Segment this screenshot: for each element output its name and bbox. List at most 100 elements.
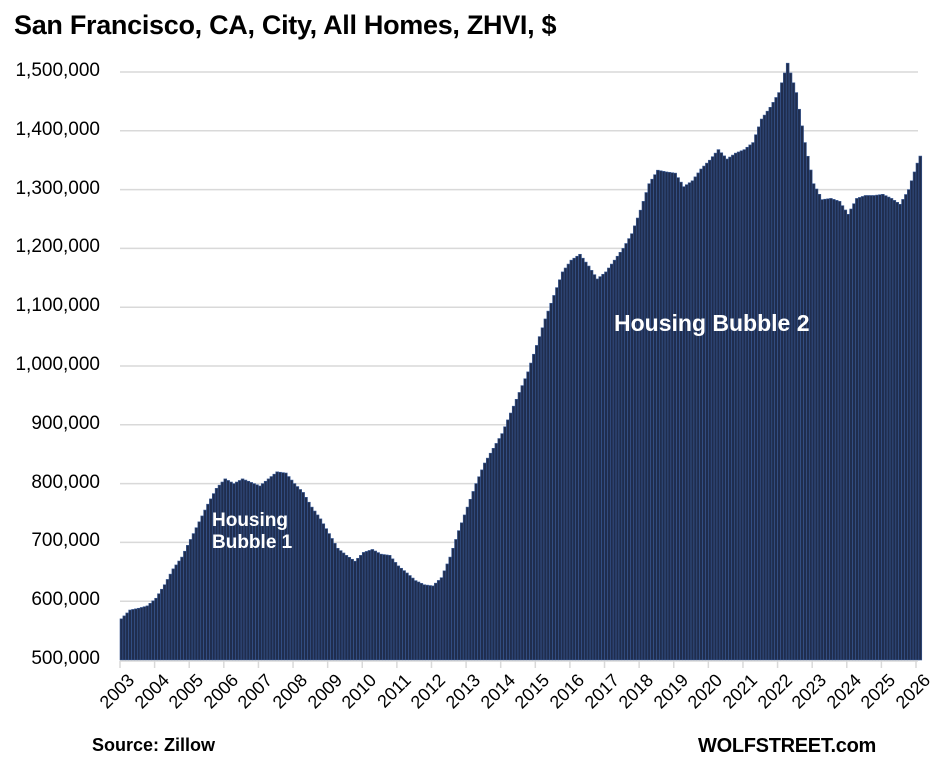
bar [139,607,144,661]
bar [543,318,548,661]
bar [777,92,781,661]
bar [373,550,377,661]
bar [739,150,744,661]
bar [344,555,349,661]
bar [808,169,813,661]
bar [393,562,398,661]
bar [341,552,346,661]
bar [413,580,418,661]
bar [537,336,542,661]
bar [327,533,331,661]
bar [134,608,138,661]
bar [860,196,865,661]
bar [194,527,199,661]
bar [448,556,452,661]
bar [846,214,850,661]
bar [312,510,317,661]
bar [131,609,135,661]
bar [246,480,251,661]
bar [638,209,643,661]
bar [866,195,871,661]
bar [702,165,706,661]
bar [226,480,230,661]
bar [635,217,640,661]
bar [800,125,804,661]
bar [728,156,732,661]
bar [408,575,412,661]
bar [572,257,576,661]
bar [601,273,605,661]
bar [811,183,816,661]
bar [474,483,478,661]
bar [428,585,432,661]
bar [722,155,726,661]
y-tick-label: 800,000 [31,471,100,493]
bar [465,506,470,661]
bar [390,558,395,661]
bar [708,159,712,661]
bar [684,184,689,661]
bar [333,543,337,661]
bar [829,198,833,661]
bar [609,263,614,661]
bar [425,584,429,661]
y-tick-label: 1,400,000 [15,118,100,140]
bar [292,483,297,661]
y-tick-label: 1,300,000 [15,177,100,199]
bar [422,584,427,661]
bar [814,188,819,661]
bar [509,412,513,661]
bar [154,597,158,661]
bar [457,530,461,661]
bar [774,97,778,661]
bar [387,555,392,661]
bar [183,550,187,661]
bar [494,443,499,661]
x-axis [119,660,918,668]
bar [690,180,695,661]
bar [832,199,836,661]
bar [667,172,672,661]
bar [180,556,184,661]
bar [878,194,882,661]
bar [791,82,796,661]
bar [376,552,380,661]
bar [768,106,773,661]
bar [592,274,597,661]
bar [863,195,868,661]
bar [907,189,911,661]
bar [679,181,683,661]
bar [673,172,677,661]
bar [321,523,326,661]
bar [858,197,862,661]
bar [220,481,225,661]
bar [356,557,360,661]
bar [514,399,519,661]
bar [901,199,905,661]
bar [523,378,527,661]
bar [745,146,750,661]
bar [797,108,801,661]
bar [872,195,876,661]
bar [410,577,415,661]
bar [122,615,127,661]
bar [549,302,553,661]
bar [713,152,718,661]
bar [584,261,588,661]
bar [736,151,741,661]
bar [820,199,825,661]
bar [160,588,164,661]
y-tick-label: 500,000 [31,648,100,669]
bar [783,72,787,661]
bar [330,538,334,661]
bar [177,560,181,661]
bar [419,583,424,661]
bar [272,473,277,661]
bar [503,426,507,661]
bar [575,255,579,661]
bar [659,170,663,661]
bar [165,579,170,661]
bar [578,253,582,661]
bar [892,200,897,661]
